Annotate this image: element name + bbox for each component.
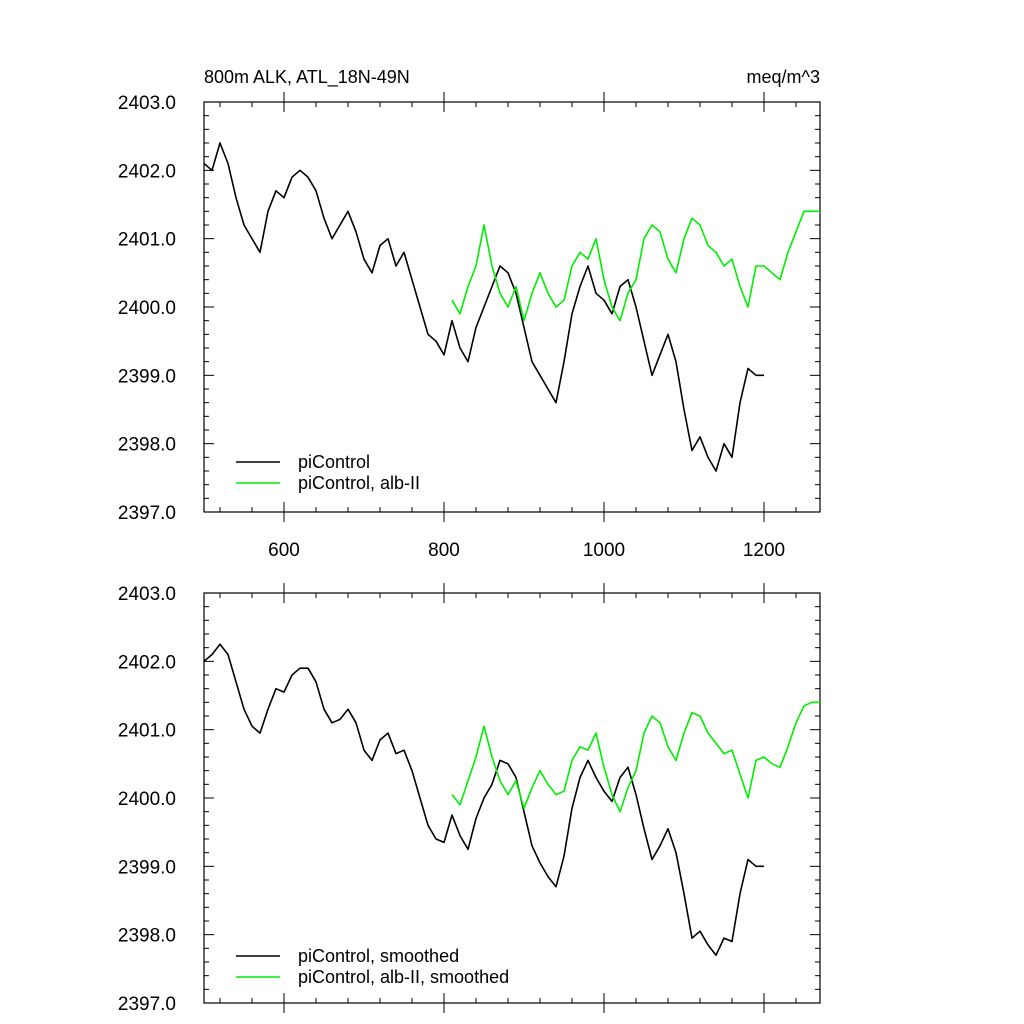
y-tick-label: 2399.0 — [118, 366, 176, 387]
series-line-alb-ii — [451, 701, 820, 813]
y-tick-label: 2398.0 — [118, 926, 176, 947]
chart-units: meq/m^3 — [747, 67, 820, 87]
x-tick-label: 1200 — [743, 540, 785, 561]
series-line-picontrol — [203, 142, 764, 472]
y-tick-label: 2400.0 — [118, 298, 176, 319]
bottom-panel: 2397.0 2398.0 2399.0 2400.0 2401.0 2402.0 2403… — [118, 583, 821, 1015]
y-tick-label: 2401.0 — [118, 721, 176, 742]
y-tick-label: 2397.0 — [118, 503, 176, 524]
series-line-alb-ii — [451, 210, 820, 322]
y-tick-label: 2398.0 — [118, 435, 176, 456]
y-tick-label: 2403.0 — [118, 93, 176, 114]
chart-title: 800m ALK, ATL_18N-49N — [204, 67, 410, 88]
y-tick-label: 2397.0 — [118, 994, 176, 1015]
y-tick-label: 2402.0 — [118, 652, 176, 673]
legend-label: piControl — [298, 452, 370, 472]
x-tick-label: 800 — [428, 540, 460, 561]
y-tick-label: 2402.0 — [118, 161, 176, 182]
top-panel: 2397.0 2398.0 2399.0 2400.0 2401.0 2402.0 2403… — [118, 92, 821, 561]
y-tick-label: 2403.0 — [118, 584, 176, 605]
x-tick-label: 1000 — [583, 540, 625, 561]
y-tick-label: 2400.0 — [118, 789, 176, 810]
y-tick-label: 2401.0 — [118, 230, 176, 251]
plot-frame — [203, 592, 821, 1004]
x-tick-label: 600 — [268, 540, 300, 561]
legend-label: piControl, alb-II — [298, 473, 420, 493]
legend-label: piControl, alb-II, smoothed — [298, 967, 509, 987]
y-tick-label: 2399.0 — [118, 857, 176, 878]
series-line-picontrol — [203, 643, 764, 957]
legend-label: piControl, smoothed — [298, 946, 459, 966]
